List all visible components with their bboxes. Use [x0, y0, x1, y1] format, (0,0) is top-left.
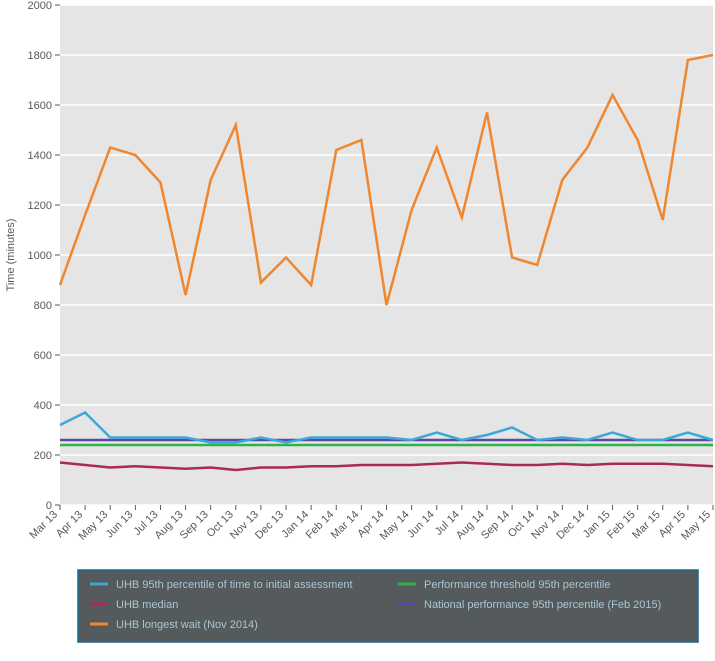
svg-text:UHB 95th percentile of time to: UHB 95th percentile of time to initial a… [116, 579, 353, 591]
svg-text:UHB median: UHB median [116, 599, 178, 611]
svg-text:Jun 14: Jun 14 [405, 509, 437, 541]
svg-text:Time (minutes): Time (minutes) [5, 219, 17, 292]
svg-text:Dec 13: Dec 13 [253, 509, 286, 542]
svg-text:Sep 14: Sep 14 [479, 509, 512, 542]
svg-text:Mar 15: Mar 15 [630, 509, 663, 542]
svg-text:600: 600 [34, 350, 52, 362]
svg-text:1000: 1000 [28, 250, 52, 262]
svg-text:1600: 1600 [28, 100, 52, 112]
svg-text:2000: 2000 [28, 0, 52, 12]
svg-text:Sep 13: Sep 13 [178, 509, 211, 542]
svg-text:1800: 1800 [28, 50, 52, 62]
svg-text:Performance threshold 95th per: Performance threshold 95th percentile [424, 579, 611, 591]
svg-text:Dec 14: Dec 14 [554, 509, 587, 542]
svg-text:UHB longest wait (Nov 2014): UHB longest wait (Nov 2014) [116, 619, 258, 631]
chart-svg: 0200400600800100012001400160018002000Tim… [0, 0, 715, 661]
svg-text:Mar 14: Mar 14 [329, 509, 362, 542]
svg-text:1200: 1200 [28, 200, 52, 212]
line-chart: 0200400600800100012001400160018002000Tim… [0, 0, 715, 661]
svg-text:Mar 13: Mar 13 [27, 509, 60, 542]
svg-text:200: 200 [34, 450, 52, 462]
svg-text:1400: 1400 [28, 150, 52, 162]
svg-text:400: 400 [34, 400, 52, 412]
svg-text:800: 800 [34, 300, 52, 312]
svg-text:National performance 95th perc: National performance 95th percentile (Fe… [424, 599, 661, 611]
svg-text:Jun 13: Jun 13 [104, 509, 136, 541]
